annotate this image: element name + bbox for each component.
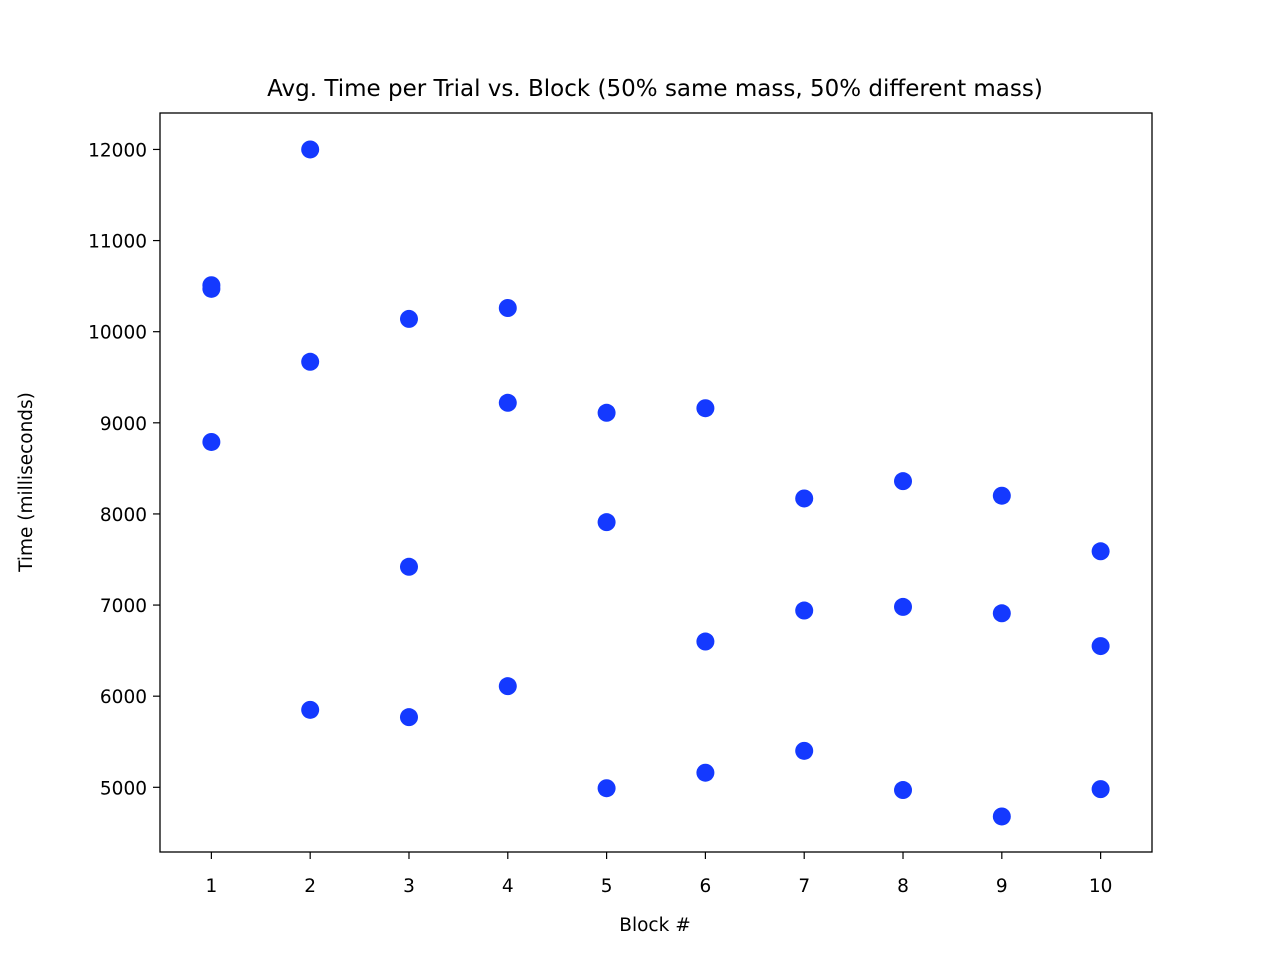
data-point [597, 779, 616, 798]
y-tick-label: 5000 [100, 778, 147, 799]
x-tick-label: 7 [798, 876, 810, 897]
data-point [795, 741, 814, 760]
y-tick-label: 11000 [88, 232, 147, 253]
x-tick-label: 9 [996, 876, 1008, 897]
data-point [795, 489, 814, 508]
y-tick-label: 6000 [100, 687, 147, 708]
y-tick-label: 7000 [100, 596, 147, 617]
data-point [894, 597, 913, 616]
x-axis: 1 2 3 4 5 6 7 8 9 10 [205, 852, 1112, 897]
data-point [597, 513, 616, 532]
y-axis: 5000 6000 7000 8000 9000 10000 11000 12000 [88, 140, 160, 799]
data-point [202, 279, 221, 298]
x-tick-label: 1 [205, 876, 217, 897]
x-tick-label: 10 [1089, 876, 1113, 897]
data-point [1091, 542, 1110, 561]
data-point [696, 399, 715, 418]
x-tick-label: 6 [700, 876, 712, 897]
x-tick-label: 4 [502, 876, 514, 897]
chart-title: Avg. Time per Trial vs. Block (50% same … [267, 76, 1043, 102]
y-tick-label: 8000 [100, 505, 147, 526]
data-point [992, 486, 1011, 505]
data-point [992, 604, 1011, 623]
y-tick-label: 12000 [88, 140, 147, 161]
data-point [1091, 637, 1110, 656]
plot-area [159, 112, 1153, 853]
x-tick-label: 5 [601, 876, 613, 897]
x-tick-label: 3 [403, 876, 415, 897]
x-axis-label: Block # [619, 915, 690, 936]
data-points [202, 140, 1110, 826]
data-point [894, 472, 913, 491]
data-point [498, 299, 517, 318]
x-tick-label: 8 [897, 876, 909, 897]
data-point [498, 677, 517, 696]
data-point [696, 632, 715, 651]
x-tick-label: 2 [304, 876, 316, 897]
data-point [992, 807, 1011, 826]
y-axis-label: Time (milliseconds) [16, 392, 37, 573]
data-point [1091, 780, 1110, 799]
data-point [399, 309, 418, 328]
data-point [399, 708, 418, 727]
plot-frame [159, 112, 1153, 853]
data-point [696, 763, 715, 782]
data-point [498, 393, 517, 412]
data-point [301, 140, 320, 159]
data-point [202, 432, 221, 451]
y-tick-label: 9000 [100, 414, 147, 435]
data-point [301, 700, 320, 719]
data-point [301, 352, 320, 371]
y-tick-label: 10000 [88, 323, 147, 344]
data-point [894, 781, 913, 800]
data-point [795, 601, 814, 620]
data-point [399, 557, 418, 576]
data-point [597, 403, 616, 422]
